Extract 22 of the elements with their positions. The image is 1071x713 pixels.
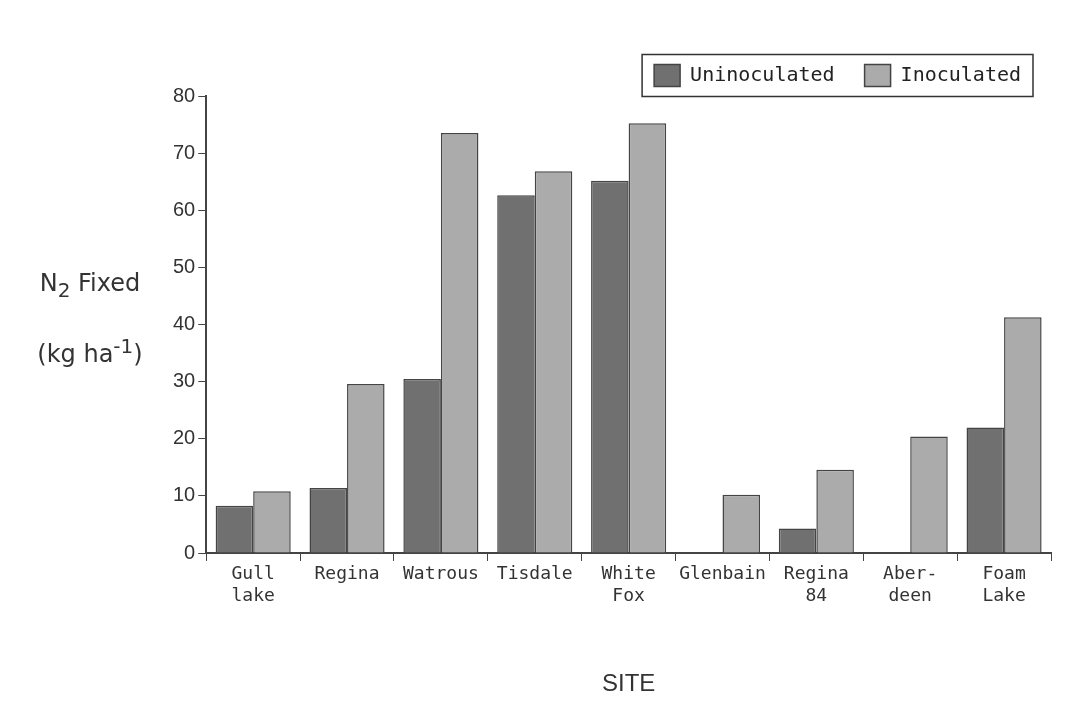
x-tick-label: Gull lake	[231, 562, 275, 606]
y-tick-label: 30	[173, 369, 196, 392]
x-tick-label: Regina 84	[783, 562, 849, 606]
x-tick-label: Tisdale	[496, 562, 573, 584]
y-tick-label: 10	[173, 483, 196, 506]
x-tick-label: Glenbain	[679, 562, 766, 584]
y-tick-label: 60	[173, 198, 196, 221]
y-tick-label: 70	[173, 140, 196, 163]
y-tick-label: 0	[184, 540, 196, 563]
y-tick-label: 20	[173, 426, 196, 449]
y-tick-label: 40	[173, 312, 196, 335]
x-tick-label: Regina	[314, 562, 380, 584]
x-axis-title: SITE	[601, 669, 656, 697]
x-tick-label: Foam Lake	[982, 562, 1026, 606]
x-tick-label: White Fox	[601, 562, 656, 606]
text: N$_{2}$ Fixed (kg ha$^{-1}$)	[37, 269, 143, 368]
y-tick-label: 80	[173, 83, 196, 106]
x-tick-label: Watrous	[402, 562, 479, 584]
y-tick-label: 50	[173, 255, 196, 278]
legend-label: Uninoculated	[690, 61, 835, 86]
x-tick-label: Aber- deen	[883, 562, 938, 606]
legend-label: Inoculated	[900, 61, 1022, 86]
